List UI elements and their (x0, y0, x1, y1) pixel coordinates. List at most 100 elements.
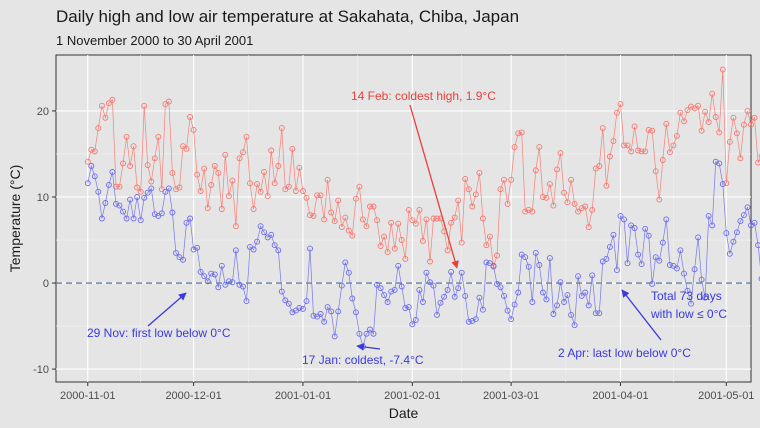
data-point (550, 311, 557, 317)
data-point (123, 133, 130, 140)
data-point (359, 216, 366, 223)
data-point (539, 194, 546, 200)
data-point (434, 311, 440, 318)
y-tick-label: 0 (43, 278, 49, 290)
data-point (225, 278, 232, 285)
data-point (501, 292, 507, 299)
data-point (554, 166, 560, 173)
data-point (451, 293, 458, 300)
data-point (395, 262, 402, 269)
data-point (169, 169, 176, 176)
data-point (455, 285, 462, 292)
data-point (575, 208, 582, 215)
data-point (222, 151, 229, 158)
data-point (698, 127, 705, 134)
data-point (515, 130, 522, 137)
data-point (525, 263, 532, 270)
data-point (504, 307, 511, 314)
data-point (613, 109, 620, 116)
data-point (585, 302, 592, 309)
data-point (726, 250, 733, 257)
data-point (437, 299, 444, 306)
data-point (130, 143, 137, 150)
data-point (296, 305, 303, 311)
data-point (582, 203, 589, 210)
data-point (303, 298, 310, 305)
data-point (134, 184, 141, 191)
data-point (723, 230, 730, 237)
data-point (564, 199, 571, 206)
data-point (589, 272, 596, 279)
data-point (416, 206, 423, 213)
data-point (141, 102, 148, 109)
data-point (645, 126, 652, 133)
data-point (247, 180, 253, 187)
data-point (494, 252, 500, 259)
data-point (469, 203, 476, 210)
data-point (589, 206, 596, 213)
data-point (543, 194, 550, 201)
data-point (670, 142, 677, 149)
data-point (151, 155, 158, 162)
data-point (645, 232, 652, 239)
data-point (324, 304, 331, 311)
data-point (430, 215, 437, 222)
annotations: 14 Feb: coldest high, 1.9°C 29 Nov: firs… (87, 89, 727, 367)
data-point (430, 282, 437, 289)
data-point (599, 125, 606, 132)
data-point (105, 100, 112, 107)
data-point (568, 311, 575, 318)
data-point (656, 196, 663, 203)
data-point (137, 217, 144, 224)
data-point (356, 330, 363, 337)
data-point (134, 194, 141, 200)
data-point (511, 144, 518, 151)
data-point (183, 145, 190, 152)
x-axis-title: Date (389, 405, 419, 421)
data-point (88, 163, 95, 169)
data-point (98, 102, 105, 109)
data-point (504, 200, 511, 207)
data-point (755, 242, 760, 249)
data-point (109, 96, 116, 103)
data-point (444, 286, 451, 293)
data-point (554, 302, 560, 309)
data-point (705, 212, 712, 219)
data-point (338, 224, 345, 231)
data-point (120, 208, 126, 215)
data-point (409, 217, 416, 224)
data-point (405, 206, 412, 213)
data-point (740, 121, 747, 128)
data-point (571, 322, 578, 329)
data-point (285, 183, 292, 190)
data-point (628, 148, 635, 155)
data-point (261, 229, 268, 236)
data-point (240, 149, 246, 156)
data-point (194, 171, 201, 178)
data-point (419, 299, 426, 305)
data-point (243, 133, 250, 140)
data-point (148, 178, 155, 185)
data-point (546, 181, 553, 188)
data-point (229, 177, 236, 184)
data-point (398, 283, 405, 290)
data-point (617, 101, 624, 108)
data-point (695, 234, 702, 241)
data-point (282, 297, 289, 304)
data-point (113, 183, 119, 190)
data-point (208, 181, 215, 188)
data-point (144, 189, 151, 196)
data-point (444, 247, 451, 254)
data-point (486, 233, 493, 240)
data-point (264, 193, 271, 200)
data-point (716, 129, 723, 136)
data-point (250, 206, 257, 212)
data-point (712, 158, 719, 165)
data-point (169, 209, 176, 216)
data-point (497, 186, 504, 193)
data-point (465, 318, 472, 325)
data-point (190, 246, 197, 253)
y-tick-label: 10 (37, 192, 49, 204)
data-point (310, 212, 317, 219)
annotation-arrow-last-low (621, 289, 662, 341)
